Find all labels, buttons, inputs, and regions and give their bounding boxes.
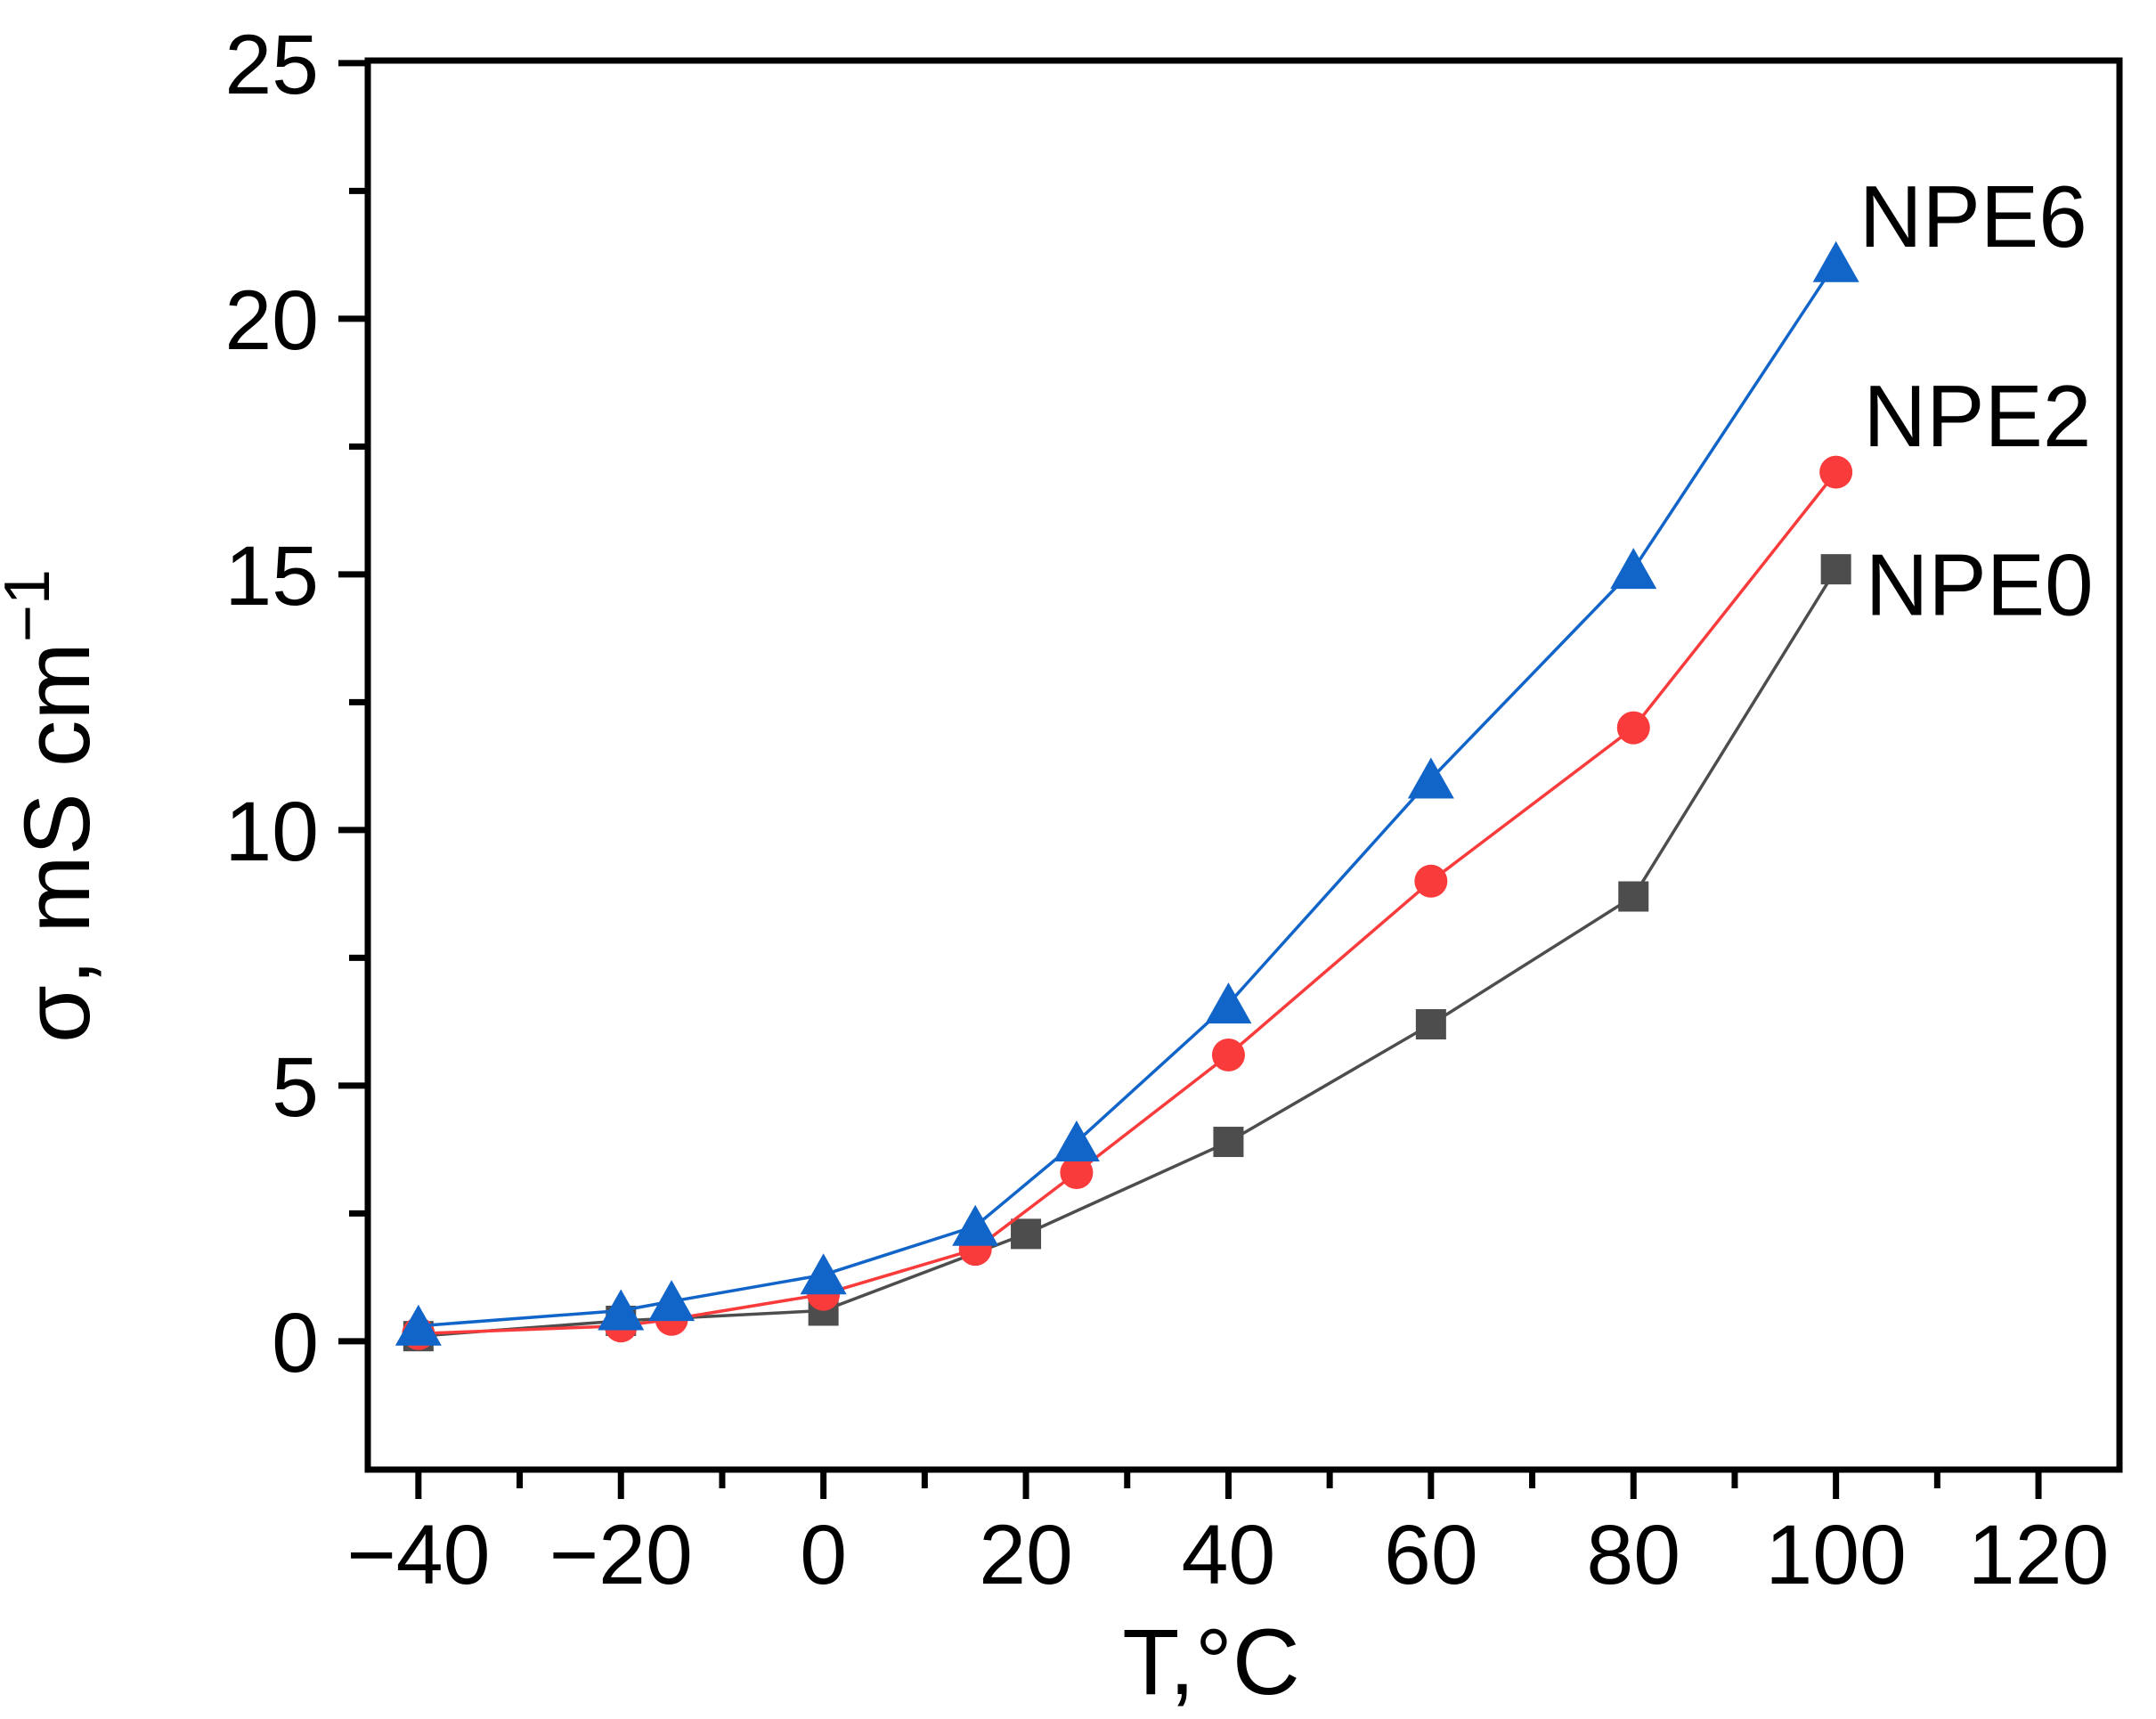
marker-circle-NPE2	[1211, 1038, 1245, 1071]
x-tick-label: 60	[1384, 1508, 1478, 1602]
x-tick-label: 120	[1968, 1508, 2110, 1602]
series-line-NPE2	[418, 470, 1838, 1336]
x-tick-label: 0	[800, 1508, 847, 1602]
y-axis-label: σ, mS cm−1	[0, 569, 110, 1043]
series-line-NPE6	[418, 261, 1838, 1328]
legend-label-NPE2: NPE2	[1863, 367, 2091, 465]
marker-triangle-NPE6	[598, 1289, 645, 1331]
marker-circle-NPE2	[1060, 1155, 1094, 1189]
y-tick-label: 10	[224, 785, 319, 879]
marker-square-NPE0	[1820, 554, 1851, 585]
marker-triangle-NPE6	[1812, 240, 1859, 282]
marker-triangle-NPE6	[1205, 982, 1252, 1024]
y-axis-label-main: σ, mS cm	[5, 642, 110, 1043]
marker-circle-NPE2	[1616, 711, 1650, 745]
x-tick-label: 40	[1182, 1508, 1276, 1602]
marker-triangle-NPE6	[648, 1280, 696, 1322]
x-tick-label: −20	[549, 1508, 693, 1602]
legend-label-NPE0: NPE0	[1866, 535, 2094, 633]
x-tick-label: 80	[1586, 1508, 1680, 1602]
marker-square-NPE0	[1011, 1218, 1042, 1250]
y-tick-label: 0	[272, 1296, 319, 1390]
axes-frame	[364, 57, 2123, 1473]
marker-triangle-NPE6	[1053, 1120, 1100, 1162]
marker-circle-NPE2	[1414, 864, 1448, 898]
marker-triangle-NPE6	[952, 1204, 999, 1246]
y-axis-label-superscript: −1	[0, 569, 63, 642]
marker-square-NPE0	[1415, 1009, 1446, 1040]
plot-area: −40 −20 0 20 40 60 80 100 120 0 5 10 15 20 25 NPE0 NPE2 N…	[224, 18, 2123, 1602]
marker-triangle-NPE6	[1610, 548, 1657, 590]
x-tick-label: 100	[1765, 1508, 1907, 1602]
marker-triangle-NPE6	[1407, 757, 1454, 799]
y-tick-label: 5	[272, 1040, 319, 1135]
series-line-NPE0	[418, 568, 1838, 1338]
marker-circle-NPE2	[1819, 455, 1853, 489]
marker-square-NPE0	[1618, 881, 1649, 912]
y-tick-label: 25	[224, 18, 319, 112]
marker-square-NPE0	[1213, 1127, 1244, 1158]
x-tick-label: −40	[346, 1508, 490, 1602]
x-axis-label: T,°C	[1122, 1610, 1300, 1715]
y-tick-label: 15	[224, 529, 319, 623]
legend-label-NPE6: NPE6	[1859, 167, 2087, 265]
y-tick-label: 20	[224, 273, 319, 368]
marker-triangle-NPE6	[800, 1253, 847, 1295]
marker-triangle-NPE6	[395, 1304, 442, 1346]
x-tick-label: 20	[979, 1508, 1073, 1602]
